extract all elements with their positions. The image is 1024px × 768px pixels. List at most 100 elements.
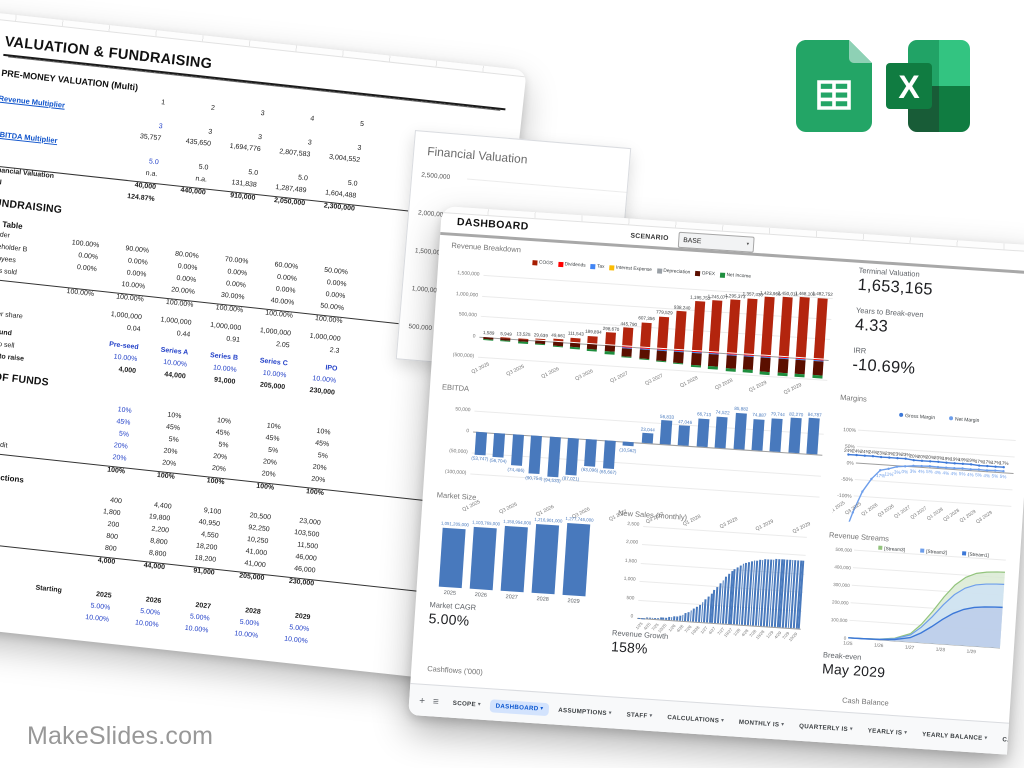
bar — [662, 617, 665, 620]
bar-opex — [656, 350, 667, 361]
axis-label: (50,000) — [448, 448, 468, 456]
axis-label: 1,000,000 — [455, 290, 479, 299]
x-tick-label: 2028 — [536, 596, 549, 603]
svg-text:20%: 20% — [926, 455, 936, 461]
plus-icon[interactable]: + — [418, 695, 426, 707]
sheet-tab-yearly-is[interactable]: YEARLY IS ▾ — [861, 723, 913, 739]
svg-text:5%: 5% — [926, 469, 933, 474]
svg-text:Q3 2028: Q3 2028 — [942, 507, 961, 522]
bar — [696, 418, 710, 448]
bar-net-income — [742, 369, 753, 374]
sheet-tab-quarterly-is[interactable]: QUARTERLY IS ▾ — [793, 719, 860, 736]
menu-icon[interactable]: ≡ — [432, 696, 440, 708]
excel-icon: X — [886, 40, 970, 137]
bar-net-income — [483, 338, 494, 341]
svg-text:23%: 23% — [877, 450, 887, 456]
sheet-tab-monthly-is[interactable]: MONTHLY IS ▾ — [733, 715, 791, 732]
sheet-tab-yearly-balance[interactable]: YEARLY BALANCE ▾ — [916, 727, 994, 745]
axis-label: 500 — [626, 595, 635, 602]
svg-text:19%: 19% — [950, 456, 960, 462]
x-tick-label: Q1 2027 — [609, 370, 630, 385]
grid-line — [467, 178, 627, 193]
grid-line — [471, 452, 821, 477]
svg-text:300,000: 300,000 — [833, 582, 850, 588]
bar — [788, 418, 802, 454]
bar-label: (10,562) — [619, 447, 637, 454]
sheet-tab-calculations[interactable]: CALCULATIONS ▾ — [661, 710, 730, 728]
bar-net-income — [638, 358, 649, 360]
revenue-breakdown-chart: Revenue Breakdown 1,500,000 1,000,000 500,… — [442, 241, 836, 406]
bar — [622, 441, 634, 447]
bar — [648, 617, 651, 619]
svg-text:24%: 24% — [860, 449, 870, 455]
legend-swatch — [532, 260, 538, 266]
svg-text:[Stream1]: [Stream1] — [968, 552, 989, 559]
stat-revenue-growth: Revenue Growth 158% — [611, 628, 669, 658]
sheet-tab-assumptions[interactable]: ASSUMPTIONS ▾ — [552, 703, 618, 720]
app-icons: X — [796, 40, 976, 135]
svg-text:20%: 20% — [909, 453, 919, 459]
bar-net-income — [812, 374, 823, 379]
legend-swatch — [590, 263, 596, 270]
bar-opex — [812, 360, 824, 376]
bar-label: (74,486) — [507, 466, 525, 473]
svg-text:1/29: 1/29 — [966, 649, 976, 656]
bar-net-income — [552, 345, 563, 348]
bar-opex — [777, 358, 789, 374]
bar — [469, 526, 497, 591]
sheet-tab-cashflow[interactable]: CASHFLOW▾ — [996, 732, 1024, 749]
svg-text:Q3 2025: Q3 2025 — [844, 501, 863, 516]
axis-label: 50,000 — [455, 406, 471, 414]
svg-text:24%: 24% — [844, 448, 854, 454]
svg-text:17%: 17% — [975, 459, 985, 465]
bar-label: (56,704) — [489, 458, 507, 465]
chevron-down-icon: ▾ — [477, 701, 481, 708]
bar-net-income — [777, 372, 788, 377]
bar — [733, 412, 747, 450]
bar — [546, 436, 561, 477]
legend-label: OPEX — [701, 271, 716, 278]
tab-label: YEARLY IS — [867, 726, 903, 737]
tab-label: DASHBOARD — [495, 702, 539, 712]
sheet-tab-staff[interactable]: STAFF ▾ — [620, 707, 659, 722]
bar-net-income — [587, 349, 598, 353]
scenario-value: BASE — [683, 236, 702, 245]
grid-line — [479, 336, 829, 361]
revenue-breakdown-plot: 1,500,000 1,000,000 500,000 0 (500,000) COGS D… — [442, 251, 836, 406]
sheet-tab-dashboard[interactable]: DASHBOARD ▾ — [489, 698, 550, 716]
legend-item: Dividends — [557, 261, 586, 269]
sheet-tab-bar: + ≡ SCOPE ▾ DASHBOARD ▾ ASSUMPTIONS ▾ STAFF ▾ CALC… — [408, 682, 1024, 755]
svg-text:23%: 23% — [901, 452, 911, 458]
bar-revenue — [657, 316, 670, 349]
svg-text:20%: 20% — [934, 455, 944, 461]
bar-revenue — [691, 301, 706, 352]
bar-opex — [725, 355, 737, 369]
bar — [665, 617, 668, 620]
svg-text:19%: 19% — [967, 458, 977, 464]
axis-label: 500,000 — [458, 311, 478, 319]
legend-label: Dividends — [564, 262, 586, 269]
bar — [806, 418, 820, 455]
chevron-down-icon: ▾ — [540, 705, 544, 712]
svg-text:Q1 2029: Q1 2029 — [959, 509, 978, 524]
bar-revenue — [709, 300, 723, 353]
svg-text:-17%: -17% — [874, 473, 885, 479]
legend-item: Depreciation — [656, 268, 690, 276]
svg-text:Q3 2029: Q3 2029 — [975, 510, 994, 525]
bar — [510, 434, 524, 467]
sheet-tab-scope[interactable]: SCOPE ▾ — [446, 696, 487, 712]
revenue-streams-plot: 500,000 400,000 300,000 200,000 100,000 0 1/25… — [822, 540, 1013, 660]
axis-label: 1,500 — [624, 558, 638, 565]
x-tick-label: Q3 2029 — [783, 382, 803, 396]
x-tick-label: Q1 2028 — [678, 375, 699, 390]
bar — [654, 617, 657, 620]
bar-opex — [760, 357, 772, 372]
bar-revenue — [726, 299, 740, 354]
stat-value: 158% — [610, 638, 649, 657]
svg-text:Q1 2028: Q1 2028 — [926, 506, 945, 521]
axis-label: 0 — [466, 428, 470, 435]
legend-item: Interest Expense — [609, 265, 652, 273]
bar-net-income — [707, 366, 719, 370]
bar-label: 779,529 — [655, 309, 673, 316]
bar-net-income — [535, 343, 546, 346]
